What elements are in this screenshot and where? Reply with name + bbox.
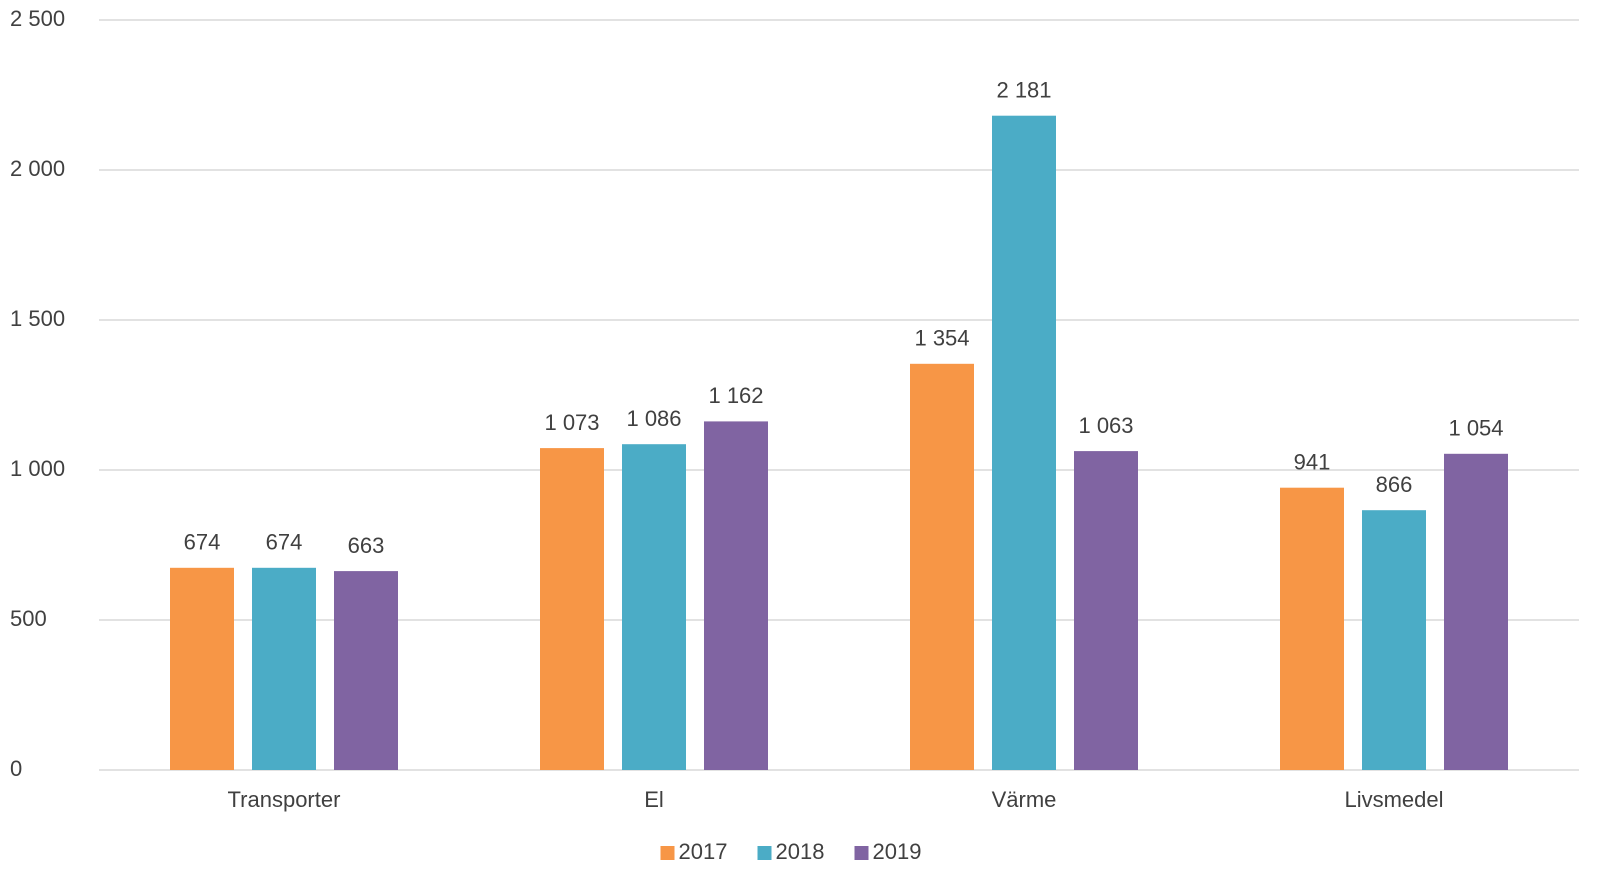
legend-label: 2017 [679,839,728,864]
y-tick-label: 1 500 [10,306,65,331]
legend-label: 2018 [776,839,825,864]
bar [1074,451,1138,770]
legend-swatch [757,846,772,860]
bar [704,421,768,770]
x-tick-label: El [644,787,664,812]
bar [252,567,316,770]
data-label: 663 [348,533,385,558]
y-tick-label: 2 500 [10,6,65,31]
y-tick-label: 1 000 [10,456,65,481]
bar [1444,453,1508,770]
bar [992,115,1056,770]
data-label: 1 063 [1078,413,1133,438]
data-label: 1 354 [914,326,969,351]
bar [540,448,604,770]
y-tick-label: 2 000 [10,156,65,181]
data-label: 866 [1376,472,1413,497]
x-tick-label: Värme [992,787,1057,812]
data-label: 2 181 [996,78,1051,103]
bar [910,363,974,770]
legend-label: 2019 [873,839,922,864]
bar [622,444,686,770]
data-label: 1 086 [626,406,681,431]
bar [1362,510,1426,770]
legend-swatch [854,846,869,860]
x-tick-label: Transporter [228,787,341,812]
data-label: 674 [266,530,303,555]
x-tick-label: Livsmedel [1344,787,1443,812]
y-tick-label: 500 [10,606,47,631]
data-label: 1 162 [708,383,763,408]
data-label: 941 [1294,450,1331,475]
data-label: 1 054 [1448,416,1503,441]
data-label: 674 [184,530,221,555]
bar [334,571,398,770]
y-tick-label: 0 [10,756,22,781]
bar [170,567,234,770]
bar [1280,487,1344,770]
legend-swatch [660,846,675,860]
data-label: 1 073 [544,410,599,435]
